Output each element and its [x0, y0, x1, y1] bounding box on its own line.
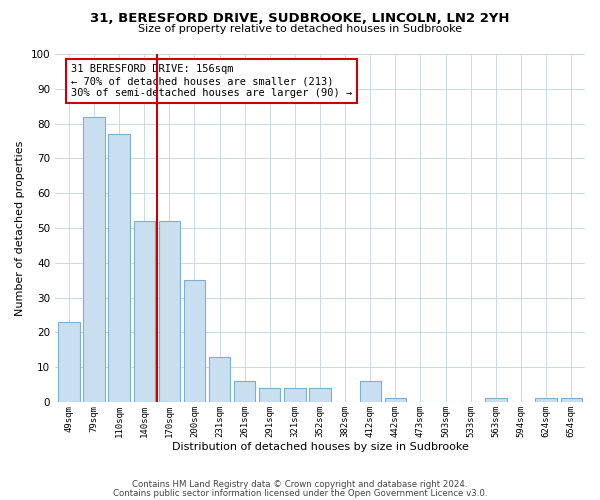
Bar [485, 398, 506, 402]
Bar [385, 398, 406, 402]
Bar [158, 221, 180, 402]
Bar [259, 388, 280, 402]
Y-axis label: Number of detached properties: Number of detached properties [15, 140, 25, 316]
Text: Size of property relative to detached houses in Sudbrooke: Size of property relative to detached ho… [138, 24, 462, 34]
Bar [109, 134, 130, 402]
X-axis label: Distribution of detached houses by size in Sudbrooke: Distribution of detached houses by size … [172, 442, 469, 452]
Bar [209, 356, 230, 402]
Bar [184, 280, 205, 402]
Bar [535, 398, 557, 402]
Bar [83, 116, 104, 402]
Text: Contains public sector information licensed under the Open Government Licence v3: Contains public sector information licen… [113, 488, 487, 498]
Bar [284, 388, 305, 402]
Bar [134, 221, 155, 402]
Text: Contains HM Land Registry data © Crown copyright and database right 2024.: Contains HM Land Registry data © Crown c… [132, 480, 468, 489]
Bar [234, 381, 256, 402]
Text: 31 BERESFORD DRIVE: 156sqm
← 70% of detached houses are smaller (213)
30% of sem: 31 BERESFORD DRIVE: 156sqm ← 70% of deta… [71, 64, 352, 98]
Bar [58, 322, 80, 402]
Bar [560, 398, 582, 402]
Text: 31, BERESFORD DRIVE, SUDBROOKE, LINCOLN, LN2 2YH: 31, BERESFORD DRIVE, SUDBROOKE, LINCOLN,… [90, 12, 510, 26]
Bar [310, 388, 331, 402]
Bar [359, 381, 381, 402]
